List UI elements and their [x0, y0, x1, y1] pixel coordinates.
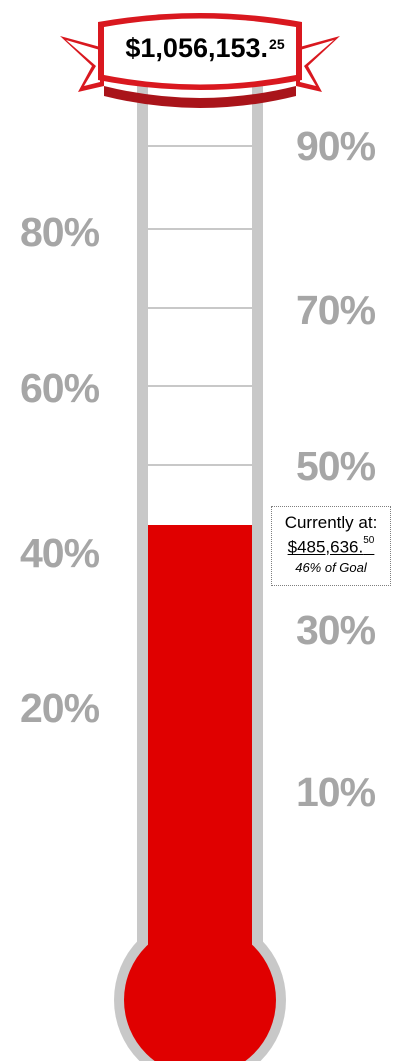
scale-ticks — [148, 145, 252, 466]
current-amount: $485,636.50 — [272, 533, 390, 559]
goal-amount: $1,056,153. 25 — [107, 28, 303, 68]
goal-amount-main: $1,056,153. — [125, 32, 269, 63]
scale-label-50: 50% — [296, 443, 376, 489]
scale-label-20: 20% — [20, 685, 100, 731]
mercury-fill — [148, 525, 252, 963]
scale-label-30: 30% — [296, 607, 376, 653]
goal-amount-cents: 25 — [269, 36, 285, 52]
current-amount-cents: 50 — [363, 535, 375, 546]
scale-label-90: 90% — [296, 123, 376, 169]
goal-banner — [60, 13, 340, 108]
scale-label-70: 70% — [296, 287, 376, 333]
current-status-title: Currently at: — [284, 513, 378, 532]
scale-label-80: 80% — [20, 209, 100, 255]
thermometer-bulb — [124, 924, 276, 1061]
scale-label-40: 40% — [20, 530, 100, 576]
current-amount-main: $485,636. — [287, 537, 364, 557]
scale-label-60: 60% — [20, 365, 100, 411]
current-goal-percent: 46% of Goal — [295, 559, 367, 575]
current-status-box: Currently at: $485,636.50 46% of Goal — [271, 506, 391, 586]
scale-label-10: 10% — [296, 769, 376, 815]
